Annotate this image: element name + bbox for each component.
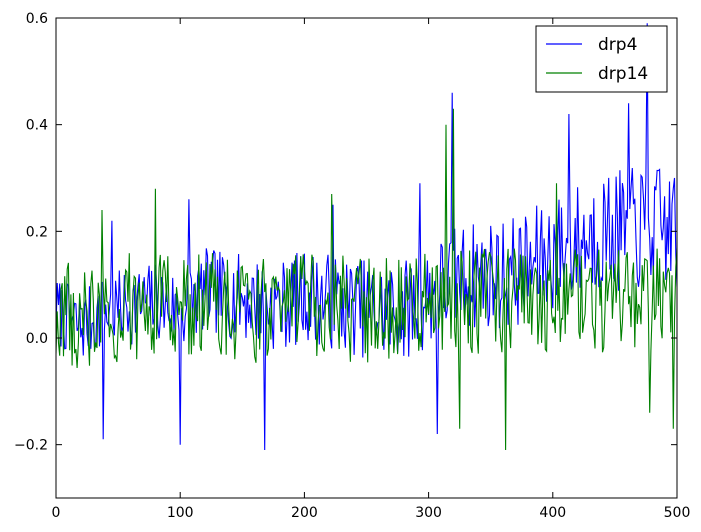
legend-box: [535, 25, 668, 93]
series-layer: [56, 23, 677, 451]
series-line-drp14: [56, 108, 677, 451]
x-tick-label: 0: [52, 505, 61, 521]
x-tick-label: 100: [167, 505, 194, 521]
y-axis: −0.2 0.0 0.2 0.4 0.6: [14, 11, 677, 454]
y-tick-label: 0.0: [26, 331, 48, 347]
y-tick-label: 0.2: [26, 224, 48, 240]
x-axis: 0 100 200 300 400 500: [52, 18, 691, 521]
y-tick-label: 0.6: [26, 11, 48, 27]
legend: drp4 drp14: [535, 25, 668, 93]
y-tick-label: 0.4: [26, 118, 48, 134]
legend-label-drp4: drp4: [598, 35, 637, 55]
x-tick-label: 300: [415, 505, 442, 521]
x-tick-label: 400: [539, 505, 566, 521]
legend-label-drp14: drp14: [598, 64, 648, 84]
y-tick-label: −0.2: [14, 438, 48, 454]
x-tick-label: 200: [291, 505, 318, 521]
x-tick-label: 500: [664, 505, 691, 521]
plot-frame: [55, 17, 678, 499]
